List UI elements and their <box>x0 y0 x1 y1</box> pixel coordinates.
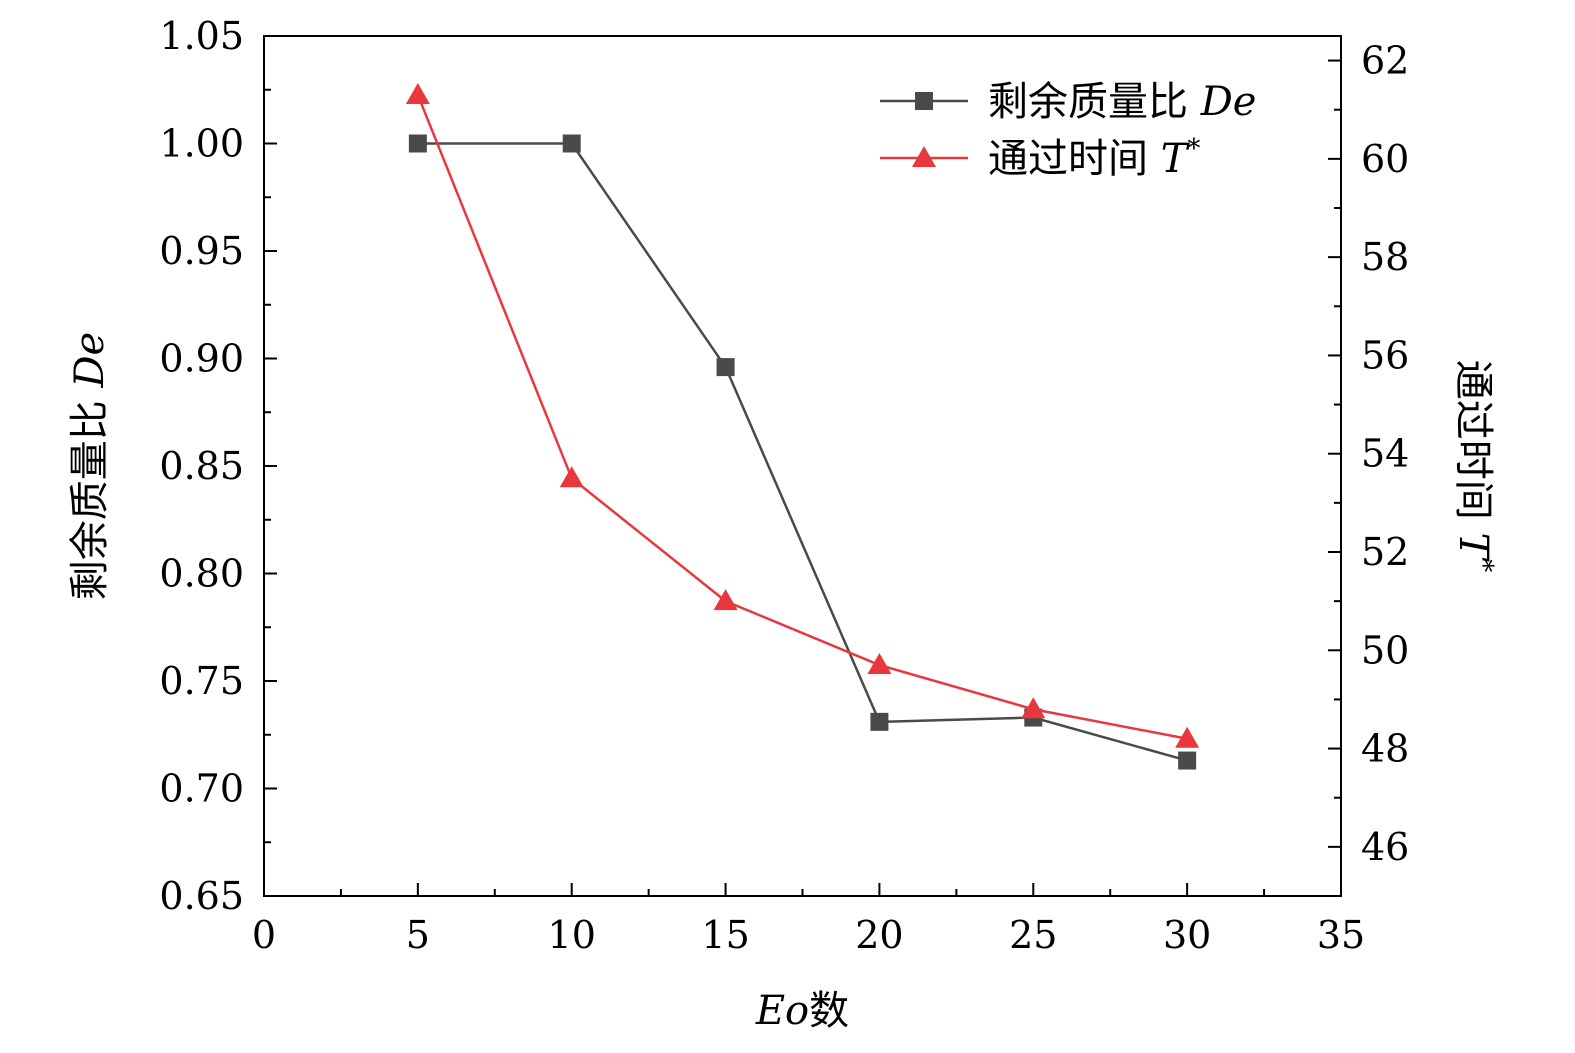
legend-marker-square <box>915 92 933 110</box>
data-point-square <box>1178 751 1197 770</box>
x-tick-label: 35 <box>1317 913 1365 957</box>
left-y-tick-label: 0.85 <box>159 444 244 488</box>
left-y-tick-label: 0.90 <box>159 337 244 381</box>
left-y-axis-title-var: De <box>67 332 113 389</box>
right-y-tick-label: 54 <box>1361 432 1409 476</box>
data-point-triangle <box>1021 697 1046 719</box>
left-y-axis-title: 剩余质量比 De <box>67 332 113 600</box>
x-tick-label: 0 <box>252 913 276 957</box>
x-axis-ticks: 0 5 10 15 20 25 30 35 <box>252 883 1365 957</box>
series-layer <box>405 82 1200 770</box>
left-y-axis-ticks: 0.65 0.70 0.75 0.80 0.85 0.90 0.95 1.00 1.05 <box>159 14 277 918</box>
x-tick-label: 30 <box>1163 913 1211 957</box>
right-y-tick-label: 60 <box>1361 137 1409 181</box>
data-point-triangle <box>559 466 584 488</box>
legend: 剩余质量比 De 通过时间 T* <box>880 79 1256 182</box>
right-y-axis-ticks: 46 48 50 52 54 56 58 60 62 <box>1328 39 1409 897</box>
legend-item-remaining-mass-ratio: 剩余质量比 De <box>880 79 1256 125</box>
right-y-tick-label: 50 <box>1361 628 1409 672</box>
legend-label-remaining-mass-ratio: 剩余质量比 De <box>988 79 1256 125</box>
x-axis-title-suffix: 数 <box>809 988 849 1034</box>
data-point-triangle <box>713 589 738 611</box>
series-line-0 <box>417 142 1188 762</box>
legend-label-transit-time-var: T <box>1161 136 1191 182</box>
left-y-tick-label: 0.80 <box>159 552 244 596</box>
right-y-tick-label: 58 <box>1361 235 1409 279</box>
left-y-tick-label: 0.70 <box>159 767 244 811</box>
right-y-tick-label: 52 <box>1361 530 1409 574</box>
right-y-tick-label: 62 <box>1361 39 1409 83</box>
x-tick-label: 10 <box>548 913 596 957</box>
right-y-axis-title-var: T <box>1450 533 1496 563</box>
data-point-square <box>408 134 427 153</box>
left-y-tick-label: 0.75 <box>159 659 244 703</box>
x-axis-title: Eo数 <box>755 988 849 1034</box>
left-y-tick-label: 1.00 <box>159 122 244 166</box>
legend-label-remaining-mass-ratio-text: 剩余质量比 <box>988 79 1201 125</box>
right-y-axis-title-text: 通过时间 <box>1450 360 1496 533</box>
data-point-triangle <box>405 82 430 104</box>
legend-item-transit-time: 通过时间 T* <box>880 134 1200 182</box>
right-y-axis-title-sup: * <box>1468 559 1498 572</box>
legend-marker-triangle <box>912 146 936 167</box>
data-point-square <box>562 134 581 153</box>
plot-frame <box>263 35 1342 897</box>
right-y-tick-label: 48 <box>1361 727 1409 771</box>
right-y-tick-label: 46 <box>1361 825 1409 869</box>
data-point-triangle <box>867 653 892 675</box>
data-point-square <box>870 712 889 731</box>
data-point-triangle <box>1175 726 1200 748</box>
right-y-axis-title: 通过时间 T* <box>1450 360 1498 572</box>
x-tick-label: 15 <box>701 913 749 957</box>
series-line-1 <box>416 94 1188 740</box>
x-tick-label: 20 <box>855 913 903 957</box>
legend-label-transit-time-sup: * <box>1187 134 1200 164</box>
x-tick-label: 5 <box>406 913 430 957</box>
left-y-tick-label: 0.95 <box>159 229 244 273</box>
left-y-axis-title-text: 剩余质量比 <box>67 388 113 601</box>
data-point-square <box>716 358 735 377</box>
x-tick-label: 25 <box>1009 913 1057 957</box>
legend-label-transit-time-text: 通过时间 <box>988 136 1161 182</box>
legend-label-transit-time: 通过时间 T* <box>988 134 1200 182</box>
left-y-tick-label: 1.05 <box>159 14 244 58</box>
legend-label-remaining-mass-ratio-var: De <box>1200 79 1257 125</box>
x-axis-title-var: Eo <box>755 988 809 1034</box>
right-y-tick-label: 56 <box>1361 333 1409 377</box>
left-y-tick-label: 0.65 <box>159 874 244 918</box>
